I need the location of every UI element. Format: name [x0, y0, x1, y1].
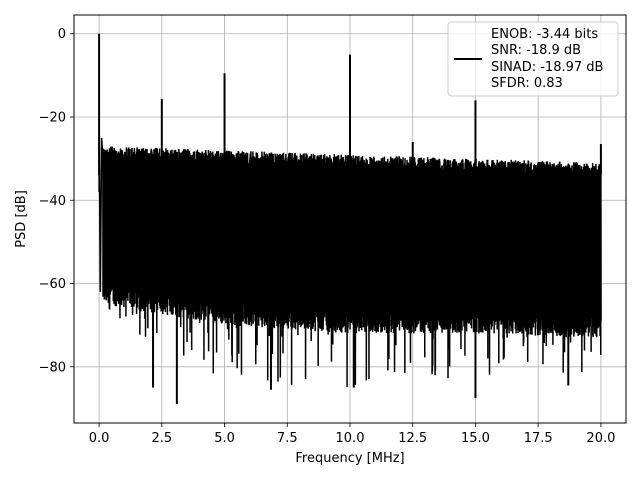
- x-tick-label: 2.5: [151, 431, 172, 446]
- x-axis-label: Frequency [MHz]: [295, 451, 404, 466]
- y-axis-label: PSD [dB]: [14, 190, 29, 248]
- legend: ENOB: -3.44 bits SNR: -18.9 dB SINAD: -1…: [447, 21, 619, 97]
- y-tick-label: −40: [39, 194, 66, 209]
- x-tick-label: 12.5: [398, 431, 427, 446]
- y-tick-label: −60: [39, 277, 66, 292]
- x-tick-label: 17.5: [524, 431, 553, 446]
- y-tick-label: −80: [39, 360, 66, 375]
- x-tick-label: 5.0: [214, 431, 235, 446]
- x-tick-label: 10.0: [336, 431, 365, 446]
- x-tick-label: 15.0: [461, 431, 490, 446]
- legend-line-snr: SNR: -18.9 dB: [491, 43, 581, 58]
- y-tick-label: −20: [39, 111, 66, 126]
- psd-trace: [98, 116, 602, 387]
- legend-line-sfdr: SFDR: 0.83: [491, 76, 563, 91]
- x-tick-label: 20.0: [586, 431, 615, 446]
- series-psd: [98, 33, 602, 405]
- legend-line-enob: ENOB: -3.44 bits: [491, 27, 598, 42]
- x-tick-label: 0.0: [89, 431, 110, 446]
- legend-line-sinad: SINAD: -18.97 dB: [491, 60, 603, 75]
- x-tick-label: 7.5: [277, 431, 298, 446]
- legend-box: [447, 21, 619, 97]
- x-ticks: 0.0 2.5 5.0 7.5 10.0 12.5 15.0 17.5 20.0: [89, 423, 615, 446]
- y-tick-label: 0: [58, 27, 66, 42]
- y-ticks: 0 −20 −40 −60 −80: [39, 27, 74, 375]
